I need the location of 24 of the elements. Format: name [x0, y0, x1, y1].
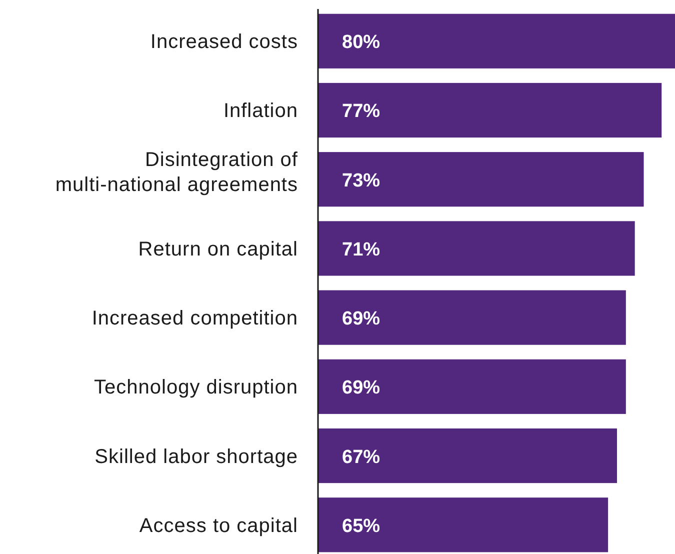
y-tick-label: Skilled labor shortage: [94, 446, 298, 468]
bar: [318, 152, 644, 207]
bar: [318, 359, 626, 414]
data-label: 69%: [342, 308, 380, 330]
y-tick-label: Increased costs: [150, 31, 298, 54]
bar: [318, 14, 675, 68]
bar: [318, 82, 662, 138]
bar: [318, 221, 635, 276]
data-label: 71%: [342, 239, 380, 260]
data-label: 73%: [342, 170, 380, 192]
y-tick-label: Technology disruption: [94, 376, 298, 399]
y-tick-label: Return on capital: [138, 238, 298, 260]
data-label: 77%: [342, 101, 380, 122]
data-label: 69%: [342, 378, 380, 399]
y-tick-label: Increased competition: [92, 308, 298, 330]
data-label: 80%: [342, 32, 380, 54]
bar: [318, 290, 626, 345]
data-label: 67%: [342, 446, 380, 468]
bar: [318, 498, 608, 552]
bar: [318, 428, 617, 484]
data-label: 65%: [342, 516, 380, 537]
y-tick-label: Access to capital: [139, 514, 298, 537]
y-tick-label: Inflation: [223, 100, 298, 122]
y-tick-label: Disintegration of multi-national agreements: [55, 148, 298, 196]
